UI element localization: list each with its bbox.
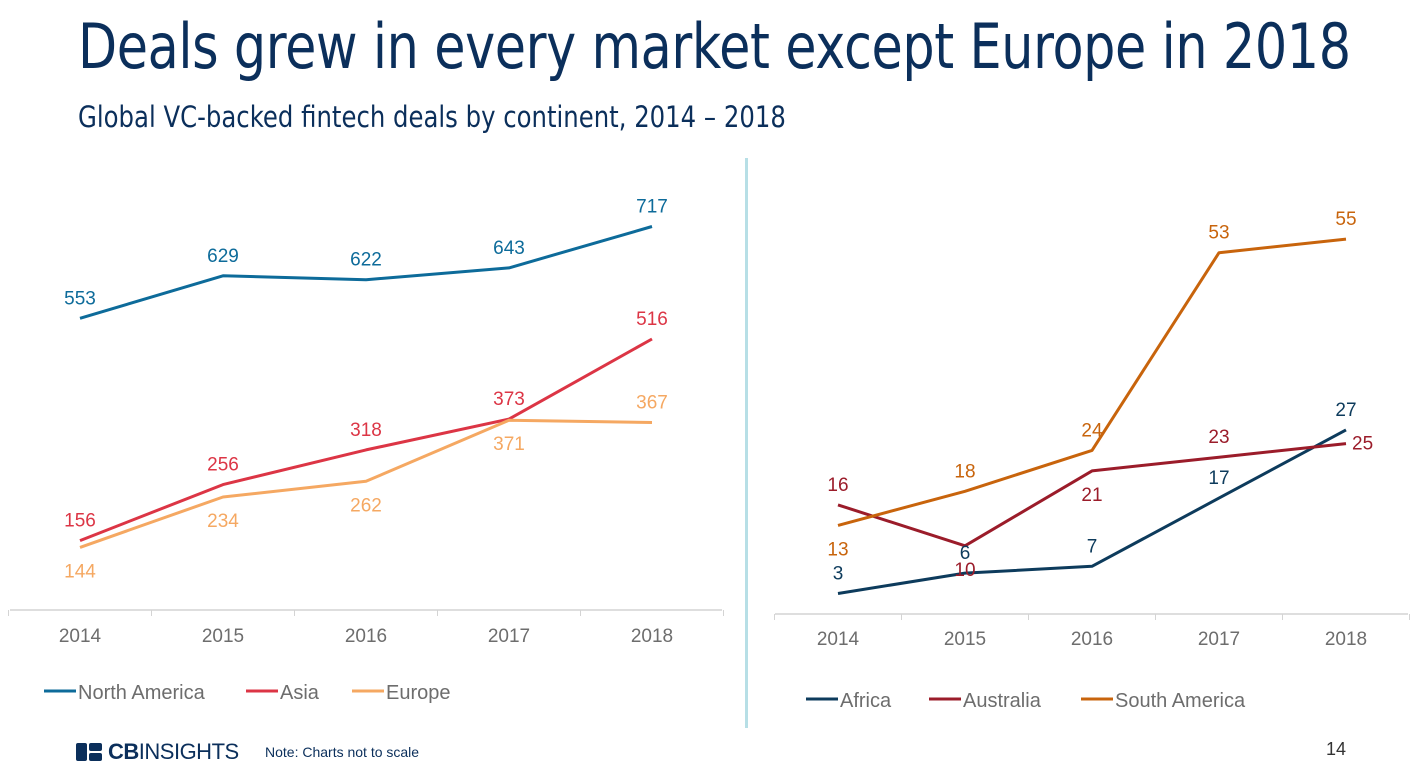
- logo-thin-text: INSIGHTS: [138, 739, 239, 764]
- chart2-x-tick-label: 2018: [1325, 629, 1367, 650]
- chart2-series-line-australia: [837, 442, 1347, 548]
- page-title: Deals grew in every market except Europe…: [78, 10, 1351, 83]
- footer-note: Note: Charts not to scale: [265, 744, 420, 760]
- chart1-data-label-north-america: 629: [207, 246, 239, 267]
- chart2-data-label-africa: 7: [1087, 536, 1098, 557]
- chart1-data-label-asia: 256: [207, 455, 239, 476]
- chart1-x-tick-label: 2014: [59, 626, 102, 647]
- chart2-data-label-south-america: 13: [827, 539, 848, 560]
- chart2-data-label-australia: 25: [1352, 434, 1373, 455]
- chart1-legend-label-europe: Europe: [386, 682, 451, 704]
- chart1-data-label-north-america: 622: [350, 250, 382, 271]
- chart2-series-line-africa: [837, 428, 1347, 595]
- chart1-x-tick-label: 2017: [488, 626, 530, 647]
- chart2-data-label-africa: 6: [960, 543, 971, 564]
- chart1-legend-label-north-america: North America: [78, 682, 206, 704]
- chart2-x-tick-label: 2015: [944, 629, 986, 650]
- chart-left: 2014 2015 2016 2017 2018 553 629 622 643 717 156 25…: [8, 196, 724, 704]
- chart1-data-label-europe: 144: [64, 561, 96, 582]
- chart2-data-label-australia: 23: [1208, 427, 1229, 448]
- chart1-x-tick-label: 2018: [631, 626, 673, 647]
- chart2-series-line-south-america: [837, 237, 1347, 527]
- chart1-x-tick-label: 2016: [345, 626, 387, 647]
- chart1-data-label-europe: 234: [207, 511, 239, 532]
- chart2-legend-label-south-america: South America: [1115, 690, 1246, 712]
- chart2-data-label-south-america: 55: [1335, 209, 1356, 230]
- chart2-data-label-australia: 10: [954, 560, 975, 581]
- chart2-x-tick-label: 2016: [1071, 629, 1113, 650]
- chart2-data-label-australia: 16: [827, 475, 848, 496]
- chart1-data-label-asia: 318: [350, 420, 382, 441]
- logo-bold-text: CB: [108, 739, 139, 764]
- chart2-data-label-south-america: 24: [1081, 420, 1103, 441]
- chart2-data-label-south-america: 53: [1208, 223, 1229, 244]
- chart2-data-label-africa: 17: [1208, 468, 1229, 489]
- chart1-series-line-north-america: [79, 225, 653, 320]
- chart1-x-tick-label: 2015: [202, 626, 244, 647]
- chart1-series-line-europe: [79, 418, 653, 549]
- chart1-data-label-europe: 262: [350, 495, 382, 516]
- page-number: 14: [1326, 739, 1347, 759]
- chart2-legend-label-africa: Africa: [840, 690, 892, 712]
- chart1-data-label-asia: 156: [64, 511, 96, 532]
- chart2-data-label-africa: 27: [1335, 400, 1356, 421]
- chart2-x-tick-label: 2014: [817, 629, 860, 650]
- chart1-series-line-asia: [79, 337, 653, 542]
- chart1-data-label-north-america: 717: [636, 196, 668, 217]
- chart2-data-label-south-america: 18: [954, 461, 975, 482]
- chart1-data-label-asia: 373: [493, 389, 525, 410]
- chart1-legend-label-asia: Asia: [280, 682, 320, 704]
- chart2-x-tick-label: 2017: [1198, 629, 1240, 650]
- chart1-data-label-north-america: 643: [493, 238, 525, 259]
- logo-wordmark: CBINSIGHTS: [108, 739, 239, 765]
- chart1-data-label-asia: 516: [636, 309, 668, 330]
- chart2-legend-label-australia: Australia: [963, 690, 1042, 712]
- chart1-data-label-europe: 367: [636, 392, 668, 413]
- chart-right: 2014 2015 2016 2017 2018 3 6 7 17 27 16 10 21 23 25 13 1…: [774, 209, 1410, 712]
- page-subtitle: Global VC-backed fintech deals by contin…: [78, 100, 786, 134]
- cb-insights-logo: CBINSIGHTS: [76, 739, 239, 765]
- chart2-data-label-australia: 21: [1081, 485, 1102, 506]
- chart1-data-label-europe: 371: [493, 434, 525, 455]
- chart2-data-label-africa: 3: [833, 564, 844, 585]
- chart1-data-label-north-america: 553: [64, 288, 96, 309]
- chart-divider: [745, 158, 748, 728]
- cb-insights-logo-icon: [76, 743, 102, 761]
